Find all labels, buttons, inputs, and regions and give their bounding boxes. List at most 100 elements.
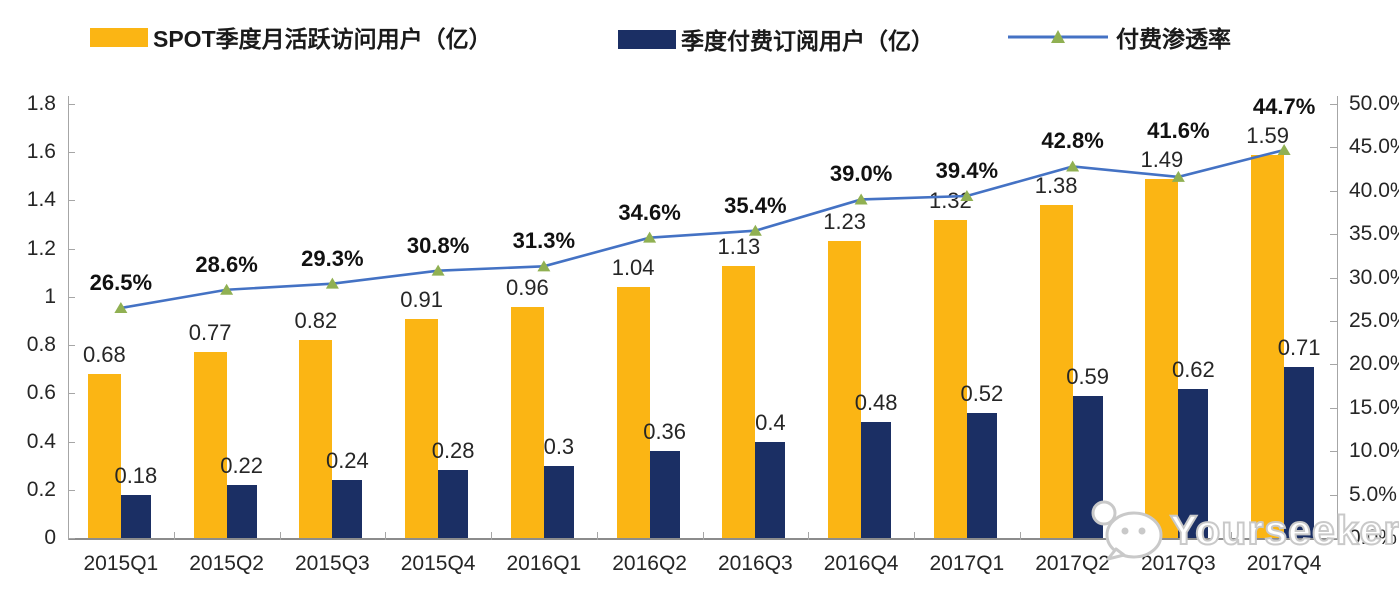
subscriber-bar-value-label: 0.71: [1277, 334, 1321, 360]
y-axis-right-tick: [1330, 364, 1337, 366]
y-axis-left-tick: [68, 248, 75, 250]
subscriber-bar: [755, 441, 786, 538]
penetration-value-label: 28.6%: [195, 251, 258, 277]
y-axis-right-tick-label: 40.0%: [1349, 178, 1399, 202]
legend-item-mau-bars: SPOT季度月活跃访问用户（亿）: [90, 20, 492, 54]
x-axis-tick: [702, 532, 704, 540]
legend-item-penetration-line: 付费渗透率: [1008, 20, 1231, 54]
mau-bar-value-label: 0.91: [400, 286, 444, 312]
mau-bar-value-label: 1.04: [611, 255, 655, 281]
legend-label-mau: SPOT季度月活跃访问用户（亿）: [153, 26, 492, 52]
legend-label-subs: 季度付费订阅用户（亿）: [681, 28, 934, 54]
legend-swatch-navy-bar: [618, 29, 676, 49]
mau-bar-value-label: 0.77: [188, 320, 232, 346]
subscriber-bar-value-label: 0.24: [325, 448, 369, 474]
mau-bar-value-label: 1.59: [1246, 122, 1290, 148]
y-axis-right-tick: [1330, 147, 1337, 149]
y-axis-left-tick-label: 0.2: [26, 477, 56, 501]
x-axis-category-label: 2015Q3: [295, 552, 370, 575]
watermark: Yourseeker: [1086, 496, 1399, 564]
y-axis-left-tick-label: 1.6: [26, 140, 56, 164]
subscriber-bar: [1178, 388, 1209, 538]
mau-bar: [722, 265, 756, 538]
x-axis-tick: [1019, 532, 1021, 540]
subscriber-bar: [332, 480, 363, 538]
x-axis-category-label: 2016Q2: [612, 552, 687, 575]
x-axis-tick: [596, 532, 598, 540]
wechat-icon: [1091, 500, 1163, 561]
subscriber-bar: [1284, 366, 1315, 538]
penetration-value-label: 44.7%: [1252, 93, 1316, 119]
x-axis-tick: [1337, 532, 1338, 540]
y-axis-left-tick-label: 1.8: [26, 92, 56, 115]
x-axis-tick: [68, 532, 69, 540]
y-axis-right-tick: [1330, 277, 1337, 279]
mau-bar-value-label: 0.68: [82, 342, 126, 368]
legend-line-marker-icon: [1008, 30, 1108, 43]
y-axis-left-tick: [68, 152, 75, 154]
y-axis-left-tick: [68, 489, 75, 491]
y-axis-right-tick: [1330, 407, 1337, 409]
x-axis-category-label: 2016Q3: [718, 552, 793, 575]
subscriber-bar: [649, 451, 680, 538]
y-axis-right-line: [1337, 96, 1338, 538]
legend-swatch-yellow-bar: [90, 27, 148, 47]
mau-bar-value-label: 1.13: [717, 233, 761, 259]
y-axis-left-tick-label: 1: [44, 284, 56, 308]
y-axis-right-tick-label: 15.0%: [1349, 395, 1399, 419]
y-axis-right-tick-label: 0.0%: [1349, 526, 1397, 549]
watermark-text: Yourseeker: [1169, 507, 1399, 553]
legend-label-penetration: 付费渗透率: [1116, 26, 1231, 52]
penetration-value-label: 35.4%: [724, 192, 787, 218]
x-axis-category-label: 2015Q2: [189, 552, 264, 575]
y-axis-right-tick: [1330, 538, 1337, 539]
x-axis-category-label: 2015Q4: [400, 552, 476, 575]
subscriber-bar-value-label: 0.3: [543, 433, 575, 459]
subscriber-bar-value-label: 0.18: [114, 462, 158, 488]
y-axis-right-tick-label: 45.0%: [1349, 135, 1399, 159]
y-axis-left-tick: [68, 296, 75, 298]
mau-bar: [299, 340, 333, 538]
y-axis-right-tick: [1330, 494, 1337, 496]
y-axis-left-tick-label: 0.6: [26, 381, 56, 405]
x-axis-tick: [385, 532, 387, 540]
y-axis-right-tick: [1330, 321, 1337, 322]
subscriber-bar-value-label: 0.62: [1171, 356, 1215, 382]
chart-legend: SPOT季度月活跃访问用户（亿） 季度付费订阅用户（亿） 付费渗透率: [0, 0, 1399, 60]
y-axis-left-tick: [68, 345, 75, 347]
subscriber-bar-value-label: 0.48: [854, 390, 898, 416]
x-axis-tick: [491, 532, 492, 540]
y-axis-left-tick: [68, 538, 75, 539]
x-axis-category-label: 2017Q1: [929, 552, 1005, 575]
subscriber-bar-value-label: 0.36: [643, 419, 687, 445]
mau-bar: [193, 352, 227, 538]
mau-bar-value-label: 0.82: [294, 308, 338, 334]
x-axis-tick: [808, 532, 810, 540]
y-axis-right-tick: [1330, 190, 1337, 192]
penetration-marker-triangle-icon: [643, 231, 657, 243]
subscriber-bar: [861, 422, 892, 538]
x-axis-tick: [914, 532, 915, 540]
y-axis-left-tick-label: 1.2: [26, 236, 56, 260]
subscriber-bar-value-label: 0.59: [1066, 363, 1110, 389]
penetration-value-label: 39.0%: [829, 161, 893, 187]
y-axis-left-tick-label: 0: [44, 526, 56, 549]
mau-bar-value-label: 1.32: [928, 187, 972, 213]
subscriber-bar-value-label: 0.22: [220, 452, 264, 478]
penetration-value-label: 31.3%: [512, 228, 576, 254]
mau-bar-value-label: 1.38: [1034, 173, 1078, 199]
penetration-marker-triangle-icon: [114, 301, 128, 313]
y-axis-left-line: [68, 96, 69, 538]
mau-bar-value-label: 1.49: [1140, 146, 1184, 172]
y-axis-right-tick: [1330, 234, 1337, 236]
y-axis-left-tick-label: 0.4: [26, 429, 56, 453]
mau-bar-value-label: 0.96: [505, 274, 549, 300]
mau-bar: [616, 287, 650, 538]
penetration-value-label: 26.5%: [89, 269, 153, 295]
penetration-value-label: 30.8%: [406, 232, 470, 258]
subscriber-bar-value-label: 0.4: [755, 409, 786, 435]
y-axis-right-tick: [1330, 104, 1337, 105]
y-axis-right-tick-label: 50.0%: [1349, 92, 1399, 115]
